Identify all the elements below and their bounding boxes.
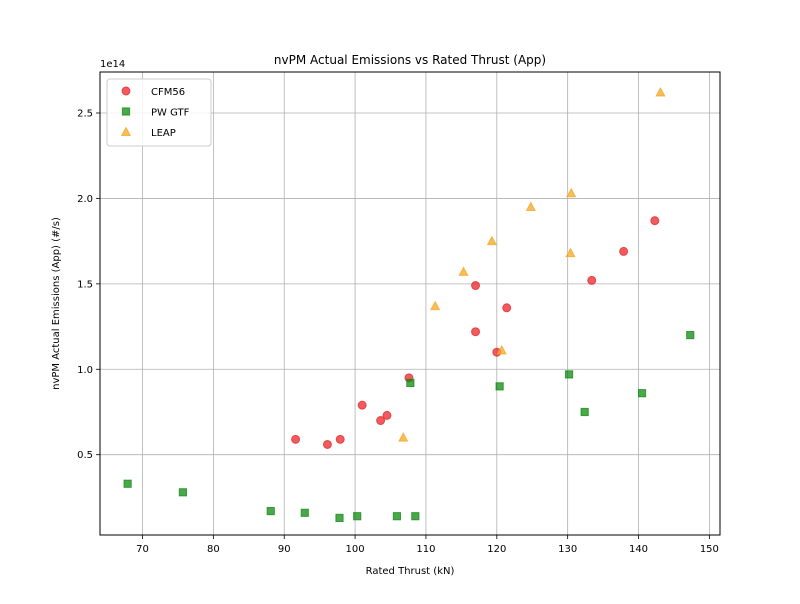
leap-point [525, 201, 536, 211]
pw-gtf-point [178, 488, 188, 497]
y-tick-label: 2.5 [77, 109, 93, 120]
cfm56-point [619, 246, 629, 256]
x-tick-label: 100 [346, 544, 365, 555]
legend-marker-cfm56 [121, 86, 131, 96]
cfm56-point [471, 281, 481, 291]
y-tick-label: 2.0 [77, 194, 93, 205]
cfm56-point [587, 275, 597, 285]
x-tick-label: 130 [558, 544, 577, 555]
cfm56-point [357, 400, 367, 410]
legend-marker-leap [120, 126, 132, 136]
pw-gtf-point [686, 331, 695, 340]
legend-label-pw-gtf: PW GTF [151, 108, 190, 119]
y-tick-label: 0.5 [77, 450, 93, 461]
x-tick-label: 90 [278, 544, 291, 555]
chart-title: nvPM Actual Emissions vs Rated Thrust (A… [274, 53, 546, 67]
leap-point [655, 86, 666, 97]
y-offset-text: 1e14 [100, 59, 125, 70]
cfm56-point [291, 434, 301, 444]
leap-point [566, 187, 577, 198]
pw-gtf-point [353, 512, 362, 521]
series-leap [398, 86, 666, 442]
legend-box [106, 78, 212, 147]
pw-gtf-point [411, 512, 420, 521]
y-axis-label: nvPM Actual Emissions (App) (#/s) [51, 217, 62, 390]
y-tick-label: 1.5 [77, 279, 93, 290]
cfm56-point [322, 439, 332, 449]
pw-gtf-point [564, 370, 574, 379]
x-tick-label: 120 [487, 544, 506, 555]
pw-gtf-point [580, 407, 589, 417]
x-tick-label: 140 [629, 544, 648, 555]
leap-point [398, 432, 409, 442]
pw-gtf-point [495, 382, 504, 391]
legend-label-leap: LEAP [151, 128, 176, 139]
pw-gtf-point [392, 512, 401, 521]
leap-point [458, 266, 469, 276]
axis-ticks: 70 80 90 100 110 120 130 140 150 0.5 1.0 1.5 2.0 2.5 [77, 109, 719, 555]
pw-gtf-point [123, 479, 132, 488]
legend-label-cfm56: CFM56 [151, 87, 185, 98]
cfm56-point [471, 327, 481, 337]
leap-point [565, 247, 576, 258]
x-axis-label: Rated Thrust (kN) [366, 566, 455, 577]
pw-gtf-point [300, 508, 309, 517]
y-tick-label: 1.0 [77, 365, 93, 376]
leap-point [486, 235, 497, 246]
cfm56-point [382, 410, 392, 420]
leap-point [496, 344, 507, 355]
legend-marker-pw-gtf [121, 107, 131, 116]
x-tick-label: 110 [416, 544, 435, 555]
plot-frame [99, 71, 721, 536]
cfm56-point [650, 216, 660, 226]
cfm56-point [376, 416, 386, 426]
x-tick-label: 80 [207, 544, 220, 555]
x-tick-label: 150 [700, 544, 719, 555]
series-pw-gtf [123, 331, 695, 523]
data-points [123, 86, 695, 523]
cfm56-point [335, 434, 345, 444]
pw-gtf-point [406, 378, 415, 388]
pw-gtf-point [637, 389, 647, 398]
legend: CFM56 PW GTF LEAP [106, 78, 212, 147]
x-tick-label: 70 [136, 544, 149, 555]
cfm56-point [502, 303, 512, 313]
pw-gtf-point [266, 506, 275, 516]
grid [100, 72, 720, 535]
pw-gtf-point [335, 513, 344, 523]
leap-point [430, 300, 441, 311]
